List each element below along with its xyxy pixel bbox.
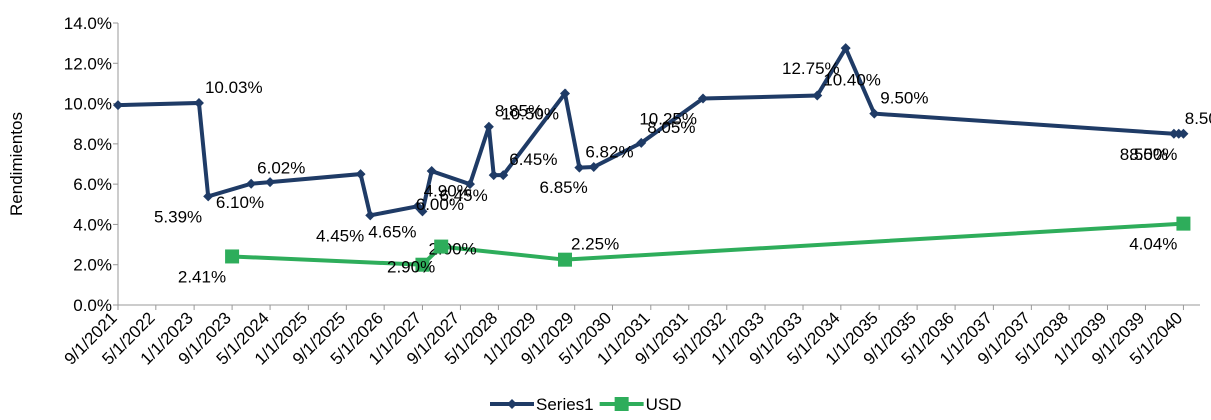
data-label: 4.90% [424, 181, 472, 200]
marker [574, 162, 585, 173]
marker [697, 93, 708, 104]
y-axis-title: Rendimientos [7, 112, 26, 216]
marker [1176, 216, 1191, 231]
data-label: 4.65% [368, 222, 416, 241]
data-label: 9.50% [880, 89, 928, 108]
marker [869, 108, 880, 119]
y-tick-label: 12.0% [64, 54, 112, 73]
marker [498, 170, 509, 181]
data-label: 6.82% [585, 143, 633, 162]
marker [812, 90, 823, 101]
data-label: 10.25% [639, 110, 697, 129]
legend-label: Series1 [536, 395, 594, 414]
marker [415, 257, 430, 272]
marker [225, 249, 240, 264]
y-tick-label: 8.0% [73, 135, 112, 154]
data-label: 6.00% [416, 195, 464, 214]
y-tick-label: 6.0% [73, 175, 112, 194]
marker [265, 177, 276, 188]
data-label: 8.50% [1129, 145, 1177, 164]
data-label: 6.85% [540, 178, 588, 197]
data-label: 8.85% [495, 102, 543, 121]
marker [193, 97, 204, 108]
marker [417, 206, 428, 217]
marker [246, 178, 257, 189]
data-label: 2.25% [571, 235, 619, 254]
data-label: 4.45% [316, 226, 364, 245]
data-label: 12.75% [782, 59, 840, 78]
y-tick-label: 14.0% [64, 14, 112, 33]
y-tick-label: 0.0% [73, 296, 112, 315]
data-label: 6.10% [216, 193, 264, 212]
data-label: 2.90% [387, 258, 435, 277]
data-label: 10.50% [501, 105, 559, 124]
marker [588, 162, 599, 173]
marker [1178, 128, 1189, 139]
data-label: 5.39% [154, 207, 202, 226]
marker [426, 166, 437, 177]
marker [365, 210, 376, 221]
legend-marker [507, 399, 517, 409]
marker [636, 137, 647, 148]
marker [840, 43, 851, 54]
data-label: 2.41% [178, 267, 226, 286]
data-label: 6.02% [257, 159, 305, 178]
data-label: 10.40% [823, 71, 881, 90]
marker [434, 239, 449, 254]
marker [557, 252, 572, 267]
data-label: 6.45% [440, 186, 488, 205]
data-label: 4.04% [1129, 235, 1177, 254]
marker [203, 191, 214, 202]
y-tick-label: 2.0% [73, 256, 112, 275]
marker [464, 179, 475, 190]
marker [355, 169, 366, 180]
legend-label: USD [646, 395, 682, 414]
data-label: 6.45% [509, 150, 557, 169]
y-tick-label: 4.0% [73, 215, 112, 234]
y-tick-label: 10.0% [64, 95, 112, 114]
data-label: 8.05% [647, 118, 695, 137]
data-label: 8.50% [1120, 145, 1168, 164]
legend-marker [614, 397, 629, 411]
data-label: 10.03% [205, 78, 263, 97]
marker [113, 100, 123, 111]
data-label: 8.50% [1185, 109, 1211, 128]
marker [483, 121, 494, 132]
marker [559, 88, 570, 99]
marker [488, 170, 499, 181]
